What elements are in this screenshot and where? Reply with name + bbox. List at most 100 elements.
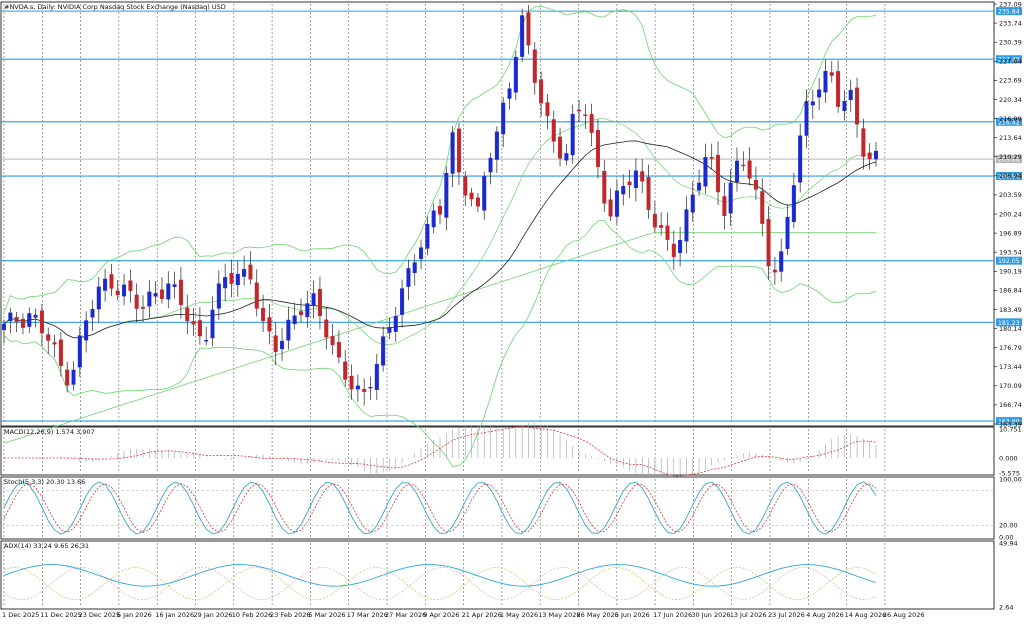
level-tag [996,256,1022,265]
candle-body [204,340,209,342]
candle-body [627,181,632,186]
candle-body [633,170,638,188]
x-tick-label: 23 Jul 2026 [768,611,805,619]
candle-body [501,102,506,135]
level-tag [996,117,1022,126]
candle-body [292,315,297,325]
candle-body [438,205,443,215]
bollinger-upper [3,6,877,313]
candle-body [191,321,196,325]
y-tick-label: 230.39 [999,38,1022,46]
candle-body [109,274,114,289]
axes: 237.09 233.74 230.39 227.04 223.69 220.34 216.… [994,0,1022,611]
x-tick-label: 1 Dec 2025 [2,611,39,619]
x-tick-label: 6 Jan 2026 [117,611,152,619]
y-tick-label: 233.74 [999,19,1022,27]
candle-body [166,283,171,300]
candle-body [381,336,386,366]
candle-body [406,268,411,287]
macd-label: MACD(12,26,9) 1.574 3.907 [4,428,95,436]
candle-body [172,284,177,287]
candle-body [488,157,493,173]
candle-body [747,160,752,179]
candle-body [532,49,537,83]
x-tick-label: 17 Mar 2026 [347,611,388,619]
candle-body [791,185,796,222]
y-tick-label: 163.39 [999,420,1022,428]
x-tick-label: 21 Apr 2026 [462,611,502,619]
candle-body [640,171,645,182]
candle-body [242,269,247,277]
x-tick-label: 11 Dec 2025 [40,611,82,619]
adx-label: ADX(14) 33.24 9.65 26.31 [4,542,89,550]
candle-body [867,152,872,159]
candle-body [874,150,879,160]
x-tick-label: 13 May 2026 [538,611,580,619]
stoch-pane-frame [0,476,995,540]
candle-body [861,128,866,157]
x-tick-label: 13 Jul 2026 [730,611,767,619]
candle-body [583,114,588,116]
macd-pane-frame [0,426,995,476]
level-tag-label: 227.40 [998,57,1020,64]
level-tag-label: 216.42 [998,119,1020,126]
candle-body [697,182,702,191]
candle-body [153,293,158,297]
candle-body [178,279,183,306]
macd-y-tick-label: -5.575 [999,469,1020,477]
y-tick-label: 166.74 [999,401,1022,409]
candle-body [343,361,348,380]
candle-body [703,157,708,187]
macd-signal-line [4,426,877,477]
candle-body [753,179,758,190]
adx-di-minus-line [3,566,877,601]
stoch-main-line [3,481,877,535]
candle-body [159,289,164,299]
window-title: #NVDA.s, Daily: NVIDIA Corp Nasdaq Stock… [4,3,226,11]
candle-body [336,342,341,358]
macd-y-tick-label: 10.751 [999,425,1022,433]
candle-body [324,319,329,338]
candle-body [798,135,803,183]
candle-body [804,101,809,136]
candle-body [185,307,190,322]
candle-body [419,247,424,259]
candle-body [444,173,449,218]
candle-body [545,102,550,116]
level-tag-label: 163.90 [998,419,1020,426]
y-tick-label: 180.14 [999,325,1022,333]
price-pane-frame [0,1,995,427]
price-levels: 235.84 227.40 216.42 206.90 192.05 181.23 163.… [1,7,1022,426]
stoch-y-tick-label: 0.00 [999,533,1013,541]
candle-body [829,72,834,76]
candle-body [103,278,108,291]
candle-body [652,213,657,228]
candle-body [728,182,733,214]
candle-body [210,309,215,339]
candle-body [551,119,556,142]
candle-body [261,307,266,321]
macd-indicator [4,422,877,478]
candle-body [96,286,101,310]
candle-body [665,225,670,240]
y-tick-label: 193.54 [999,248,1022,256]
x-tick-label: 5 Mar 2026 [308,611,345,619]
candle-body [254,282,259,309]
candle-body [779,251,784,272]
candle-body [766,219,771,267]
candle-body [273,335,278,352]
candle-body [280,340,285,350]
candle-body [785,216,790,249]
candle-body [621,186,626,195]
candles[interactable] [2,5,879,406]
candle-body [355,385,360,390]
candle-body [317,288,322,316]
x-tick-label: 27 Mar 2026 [385,611,426,619]
bollinger-lower [3,219,877,467]
candle-body [115,290,120,296]
level-tag-label: 235.84 [998,9,1020,16]
y-tick-label: 190.19 [999,268,1022,276]
